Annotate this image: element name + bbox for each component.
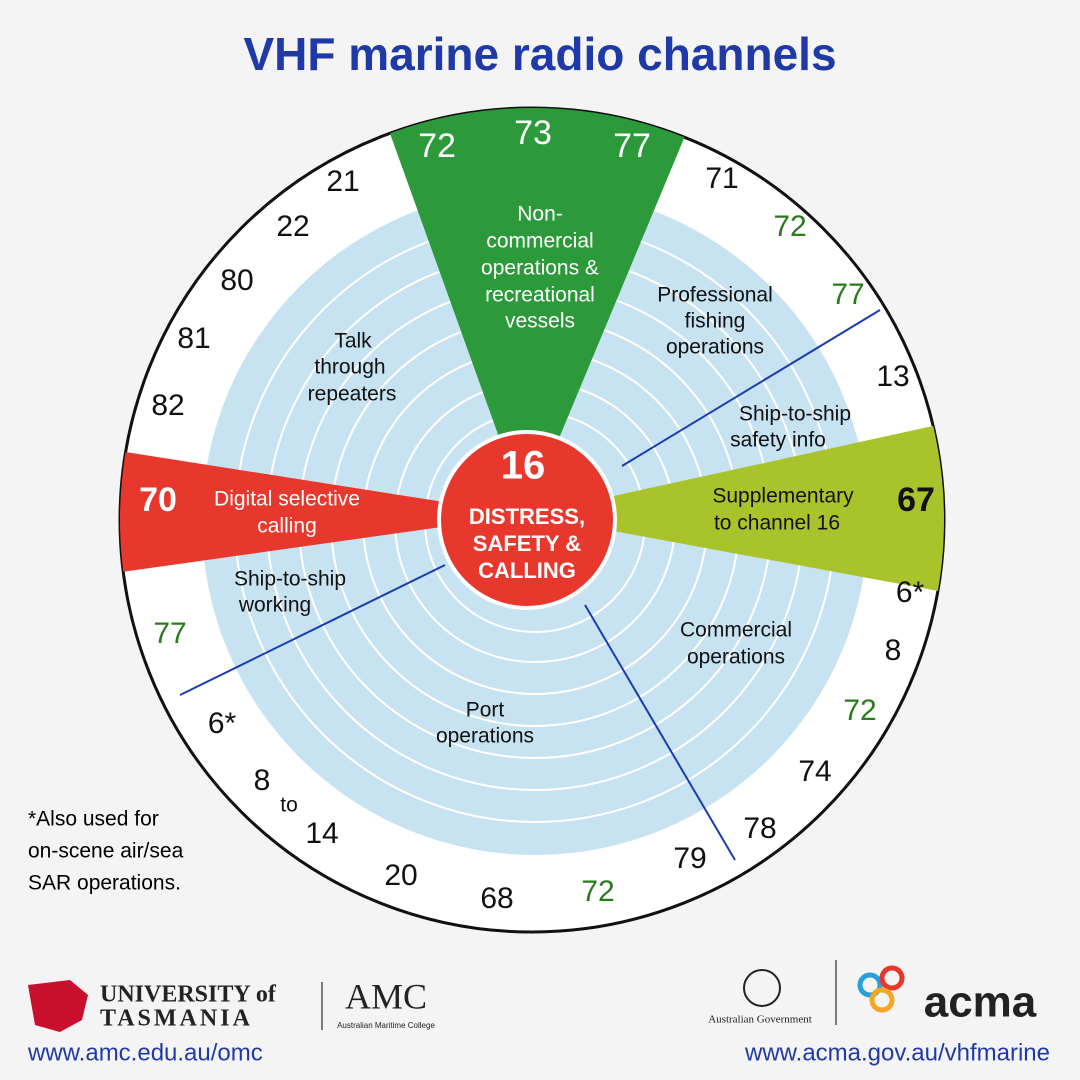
sector-label: operations & — [481, 257, 599, 280]
sector-label: vessels — [505, 310, 575, 333]
channel: 67 — [897, 481, 935, 519]
wedge-supplementary — [527, 420, 944, 595]
url: www.acma.gov.au/vhfmarine — [744, 1039, 1050, 1066]
channel: 70 — [139, 481, 177, 519]
sector-label: Digital selective — [214, 488, 360, 511]
center-channel: 16 — [501, 444, 546, 488]
footnote: *Also used for — [28, 808, 159, 831]
sector-label: Port — [466, 699, 505, 722]
channel: 6* — [896, 576, 925, 609]
divider — [584, 604, 736, 861]
channel: 74 — [798, 755, 831, 788]
channel: 6* — [208, 707, 237, 740]
center-label: DISTRESS, — [469, 504, 585, 529]
sector-label: safety info — [730, 429, 826, 452]
wedge-dsc — [120, 448, 527, 575]
sector-label: Ship-to-ship — [234, 568, 346, 591]
divider — [179, 564, 446, 696]
sector-label: repeaters — [308, 383, 397, 406]
sector-label: Commercial — [680, 619, 792, 642]
utas-logo — [28, 980, 88, 1032]
sector-label: Non- — [517, 203, 563, 226]
utas-name: UNIVERSITY of — [100, 982, 277, 1008]
channel: 80 — [220, 264, 253, 297]
acma-logo: acma — [924, 978, 1037, 1027]
channel: 79 — [673, 842, 706, 875]
channel: 73 — [514, 114, 552, 152]
channel: 14 — [305, 817, 338, 850]
divider — [621, 309, 881, 467]
center-label: CALLING — [478, 558, 576, 583]
channel: 72 — [773, 210, 806, 243]
sector-label: commercial — [486, 230, 593, 253]
acma-logo-mark — [857, 965, 905, 1013]
center-circle — [437, 430, 617, 610]
sector-label: working — [238, 594, 311, 617]
channel: 72 — [418, 127, 456, 165]
sector-label: through — [314, 356, 385, 379]
channel: 81 — [177, 322, 210, 355]
channel: 77 — [831, 278, 864, 311]
channel: 77 — [613, 127, 651, 165]
channel: 21 — [326, 165, 359, 198]
channel: 20 — [384, 859, 417, 892]
channel: 22 — [276, 210, 309, 243]
channel: 82 — [151, 389, 184, 422]
channel: 68 — [480, 882, 513, 915]
sector-label: to channel 16 — [714, 512, 840, 535]
channel: 77 — [153, 617, 186, 650]
channel: 72 — [581, 875, 614, 908]
footnote: SAR operations. — [28, 872, 181, 895]
sector-label: Supplementary — [712, 485, 854, 508]
channel: 78 — [743, 812, 776, 845]
title: VHF marine radio channels — [243, 28, 836, 80]
wedge-non-commercial — [378, 108, 700, 515]
gov-name: Australian Government — [708, 1014, 812, 1026]
sector-label: Ship-to-ship — [739, 403, 851, 426]
utas-name: TASMANIA — [100, 1006, 253, 1032]
channel: 8 — [885, 634, 902, 667]
footnote: on-scene air/sea — [28, 840, 184, 863]
channel: 13 — [876, 360, 909, 393]
gov-crest — [743, 969, 781, 1007]
url: www.amc.edu.au/omc — [27, 1039, 263, 1066]
sector-label: Professional — [657, 284, 773, 307]
sector-label: operations — [666, 336, 764, 359]
channel: 72 — [843, 694, 876, 727]
sector-label: Talk — [334, 330, 372, 353]
center-label: SAFETY & — [473, 531, 582, 556]
sector-label: calling — [257, 515, 317, 538]
sector-label: operations — [687, 646, 785, 669]
channel: to — [280, 794, 298, 817]
sector-label: operations — [436, 725, 534, 748]
sector-label: recreational — [485, 284, 595, 307]
sector-label: fishing — [685, 310, 746, 333]
amc-sub: Australian Maritime College — [337, 1021, 435, 1030]
channel: 8 — [254, 764, 271, 797]
channel: 71 — [705, 162, 738, 195]
amc-logo: AMC — [345, 976, 427, 1016]
